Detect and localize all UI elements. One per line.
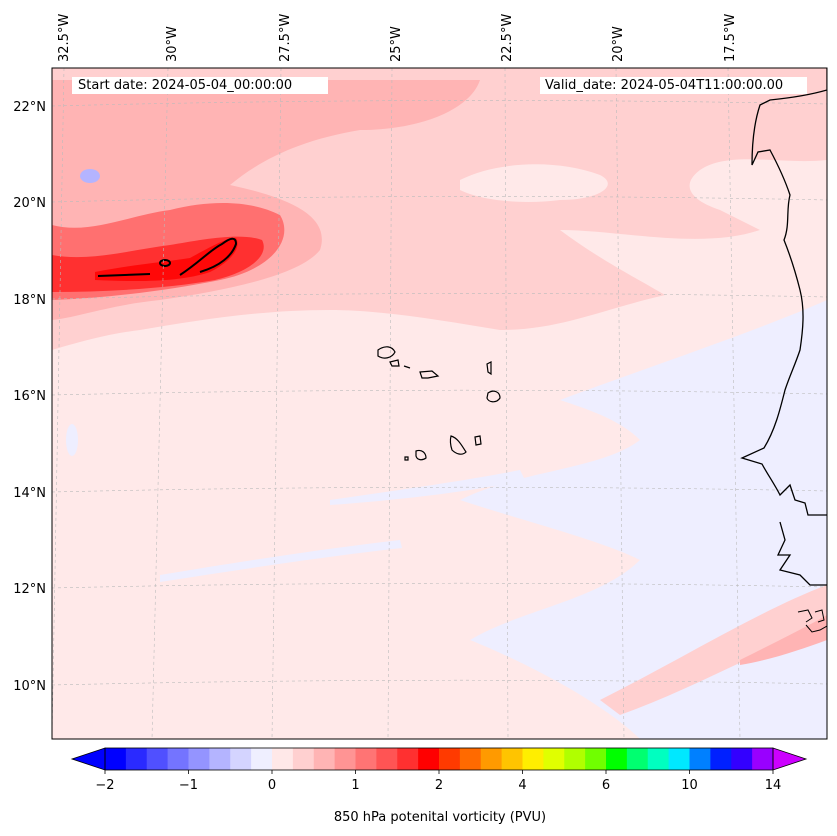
colorbar-tick-label: −2 (95, 778, 114, 793)
lon-labels: 32.5°W 30°W 27.5°W 25°W 22.5°W 20°W 17.5… (57, 14, 738, 62)
coastline-africa (740, 68, 827, 586)
colorbar-cell (397, 748, 419, 770)
pv-field (52, 68, 827, 739)
cape-verde-islands (377, 346, 501, 461)
colorbar-cell (230, 748, 252, 770)
colorbar-cell (272, 748, 294, 770)
colorbar-cell (459, 748, 482, 770)
colorbar-cell (647, 748, 670, 770)
colorbar-cell (439, 748, 461, 770)
colorbar-cell (188, 748, 210, 770)
coastline-bissau (797, 609, 827, 633)
pv-filament-peak (95, 238, 238, 282)
colorbar-under-arrow (70, 747, 106, 771)
colorbar-tick-label: 6 (602, 778, 610, 793)
colorbar-tick-label: 10 (681, 778, 698, 793)
colorbar-cell (731, 748, 753, 770)
map-frame (51, 67, 828, 740)
colorbar-cell (668, 748, 690, 770)
negative-pv-streak (160, 540, 402, 582)
negative-pv-spot (66, 424, 78, 456)
colorbar-cell (355, 748, 377, 770)
pv-contour-2-small (159, 259, 171, 267)
colorbar-tick-label: 2 (435, 778, 443, 793)
valid-date-label: Valid_date: 2024-05-04T11:00:00.00 (540, 77, 807, 94)
colorbar-cell (418, 748, 440, 770)
colorbar-cell (501, 748, 523, 770)
colorbar-cell (146, 748, 169, 770)
colorbar-cell (710, 748, 732, 770)
colorbar-cell (480, 748, 503, 770)
lat-label: 20°N (13, 196, 46, 211)
colorbar-tick-label: −1 (179, 778, 198, 793)
colorbar-cell (209, 748, 231, 770)
negative-pv-spot-nw (80, 169, 100, 183)
pv-streak-se-core (740, 615, 827, 665)
colorbar-cell (752, 748, 774, 770)
lon-label: 17.5°W (723, 14, 738, 62)
lat-label: 18°N (13, 293, 46, 308)
pv-streak-se (600, 585, 827, 715)
colorbar-cell (585, 748, 607, 770)
colorbar-tick-label: 1 (351, 778, 359, 793)
lat-labels: 22°N 20°N 18°N 16°N 14°N 12°N 10°N (13, 100, 46, 694)
colorbar-cell (292, 748, 315, 770)
colorbar-cell (543, 748, 565, 770)
colorbar-label: 850 hPa potenital vorticity (PVU) (334, 810, 546, 825)
colorbar: −2 −1 0 1 2 4 6 10 14 850 hPa potenital vorticit… (70, 747, 808, 825)
colorbar-tick-label: 4 (518, 778, 526, 793)
pv-band-gap (460, 164, 608, 202)
lat-label: 14°N (13, 486, 46, 501)
lon-label: 32.5°W (57, 14, 72, 62)
colorbar-cell (626, 748, 649, 770)
colorbar-cell (376, 748, 398, 770)
lon-label: 27.5°W (278, 14, 293, 62)
start-date-label: Start date: 2024-05-04_00:00:00 (72, 77, 328, 94)
lon-label: 30°W (165, 26, 180, 62)
lon-label: 22.5°W (500, 14, 515, 62)
colorbar-cell (251, 748, 273, 770)
pv-contour-2 (97, 237, 238, 277)
colorbar-cell (689, 748, 711, 770)
colorbar-cell (125, 748, 148, 770)
colorbar-cell (522, 748, 544, 770)
graticule (52, 68, 827, 739)
lat-label: 10°N (13, 679, 46, 694)
colorbar-cell (606, 748, 628, 770)
colorbar-tick-label: 14 (765, 778, 782, 793)
lon-label: 20°W (611, 26, 626, 62)
lat-label: 16°N (13, 389, 46, 404)
lat-label: 22°N (13, 100, 46, 115)
colorbar-tick-label: 0 (268, 778, 276, 793)
colorbar-cell (564, 748, 586, 770)
negative-pv-streak (330, 470, 525, 505)
colorbar-cell (313, 748, 336, 770)
lon-label: 25°W (389, 26, 404, 62)
lat-label: 12°N (13, 582, 46, 597)
colorbar-cell (105, 748, 127, 770)
colorbar-over-arrow (772, 747, 808, 771)
colorbar-cell (167, 748, 189, 770)
colorbar-cell (334, 748, 356, 770)
